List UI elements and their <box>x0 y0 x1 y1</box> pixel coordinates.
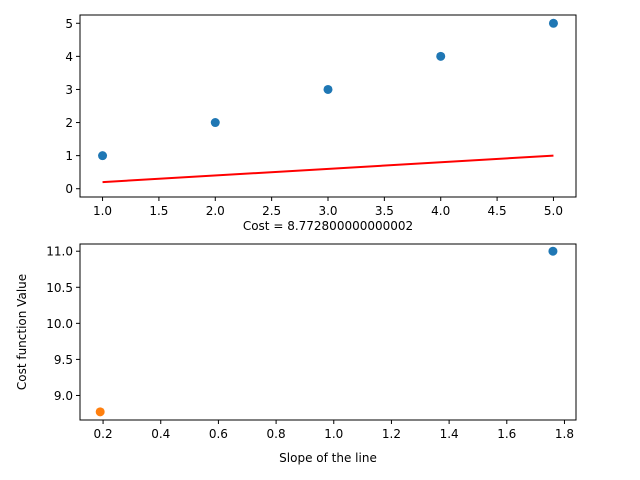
chart-2-x-tick-label: 1.8 <box>555 427 574 441</box>
chart-1-x-tick-label: 3.5 <box>375 204 394 218</box>
chart-2-x-tick-label: 0.8 <box>267 427 286 441</box>
chart-1-fit-line <box>102 154 554 184</box>
chart-2-series-1-point-1 <box>548 246 558 256</box>
chart-1-x-tick-label: 5.0 <box>544 204 563 218</box>
chart-1-y-tick-label: 0 <box>65 182 73 196</box>
chart-2-y-tick-label: 10.5 <box>46 281 73 295</box>
chart-1-x-tick-label: 4.5 <box>488 204 507 218</box>
chart-2: 0.2 0.4 0.6 0.8 1.0 1.2 1.4 1.6 1.8 9.0 9.5 10.0 10.… <box>15 243 577 465</box>
chart-1-series-1-point-3 <box>323 84 333 94</box>
chart-2-y-tick-label: 9.0 <box>54 389 73 403</box>
chart-1-x-tick-label: 2.0 <box>206 204 225 218</box>
chart-2-x-tick-label: 1.2 <box>382 427 401 441</box>
chart-1-y-tick-label: 3 <box>65 83 73 97</box>
chart-1-y-tick-label: 5 <box>65 17 73 31</box>
chart-1-x-tick-label: 1.0 <box>93 204 112 218</box>
chart-1-series-1-point-5 <box>548 18 558 28</box>
chart-1-y-tick-label: 2 <box>65 116 73 130</box>
chart-2-series-2-point-1 <box>95 407 105 417</box>
chart-1-x-tick-label: 4.0 <box>431 204 450 218</box>
chart-2-x-tick-label: 1.6 <box>497 427 516 441</box>
chart-2-x-tick-label: 0.2 <box>94 427 113 441</box>
chart-2-x-tick-label: 1.4 <box>440 427 459 441</box>
chart-2-y-tick-label: 9.5 <box>54 353 73 367</box>
chart-1-x-tick-label: 1.5 <box>149 204 168 218</box>
chart-2-x-tick-label: 1.0 <box>324 427 343 441</box>
chart-2-y-axis-label: Cost function Value <box>15 274 29 390</box>
chart-1-y-tick-label: 4 <box>65 50 73 64</box>
chart-2-x-tick-label: 0.4 <box>151 427 170 441</box>
chart-2-axes-frame <box>79 243 577 421</box>
chart-2-x-axis-label: Slope of the line <box>279 451 377 465</box>
chart-1-x-tick-label: 2.5 <box>262 204 281 218</box>
chart-1-series-1-point-2 <box>210 118 220 128</box>
chart-2-y-tick-label: 11.0 <box>46 245 73 259</box>
chart-1-y-tick-label: 1 <box>65 149 73 163</box>
chart-1: 1.0 1.5 2.0 2.5 3.0 3.5 4.0 4.5 5.0 0 1 2 3 4 5 Cost = … <box>65 14 577 233</box>
chart-1-series-1-point-1 <box>98 151 108 161</box>
chart-1-x-tick-label: 3.0 <box>318 204 337 218</box>
chart-2-y-tick-label: 10.0 <box>46 317 73 331</box>
chart-1-x-axis-label: Cost = 8.772800000000002 <box>243 219 413 233</box>
chart-1-series-1-point-4 <box>436 51 446 61</box>
chart-2-x-tick-label: 0.6 <box>209 427 228 441</box>
